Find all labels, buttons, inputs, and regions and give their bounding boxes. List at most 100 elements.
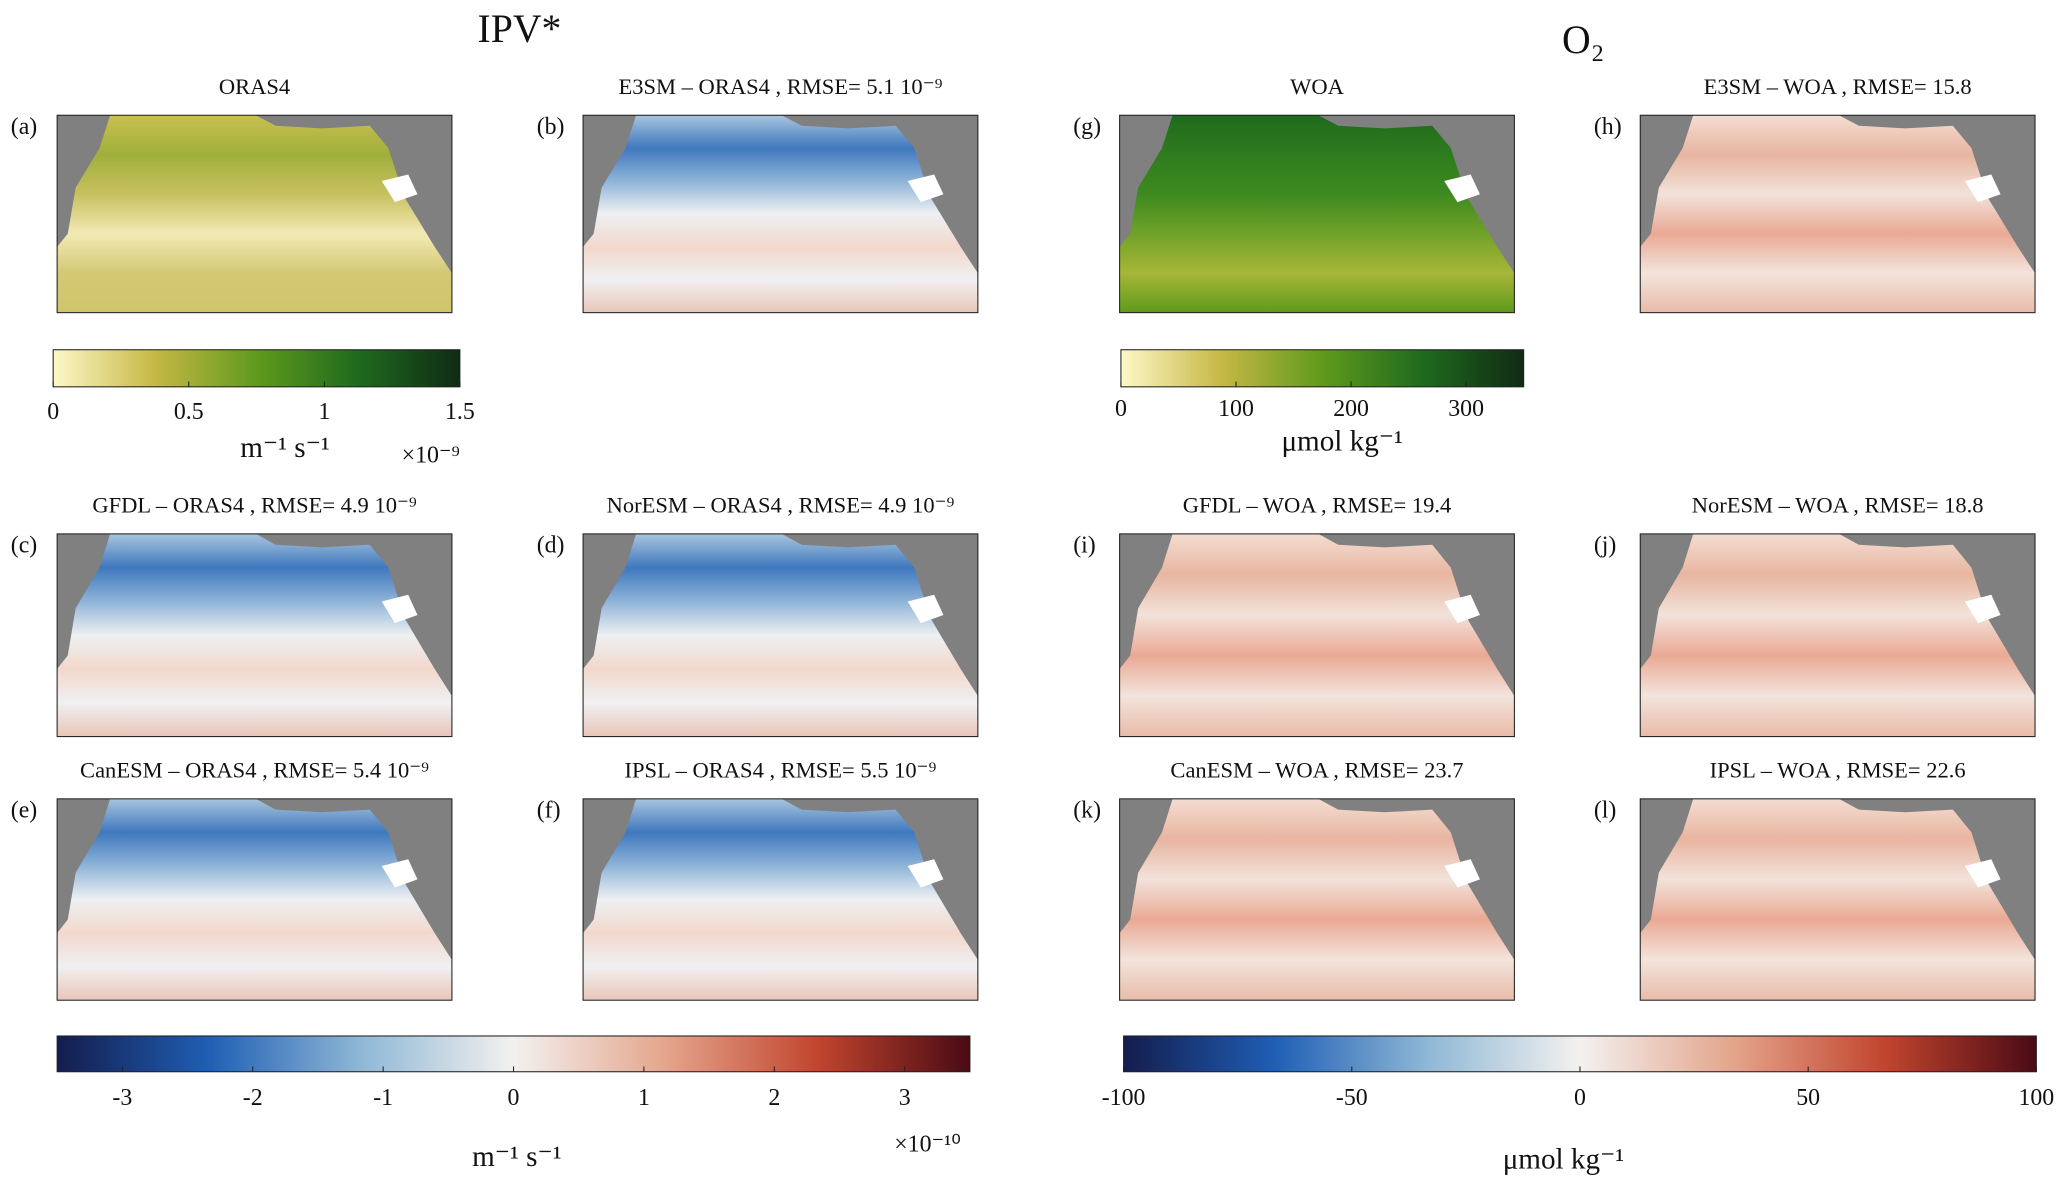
colorbar-label: m⁻¹ s⁻¹ [472, 1141, 561, 1173]
section-title: O₂ [1562, 18, 1605, 62]
colorbar-tick-label: 100 [2018, 1085, 2054, 1111]
map-panel [582, 533, 979, 738]
panel-title: WOA [1290, 74, 1345, 99]
map-frame [1119, 798, 1515, 1001]
land [583, 533, 637, 670]
colorbar-tick-label: 0.5 [174, 399, 204, 425]
colorbar [52, 349, 461, 388]
map-frame [582, 114, 979, 314]
map-frame [56, 114, 453, 314]
ocean-field [1119, 798, 1515, 1001]
panel-letter: (l) [1594, 798, 1617, 824]
land [907, 859, 944, 888]
map-frame [1639, 533, 2036, 738]
panel-title: NorESM – WOA , RMSE= 18.8 [1692, 493, 1984, 518]
land [1444, 594, 1480, 624]
ocean-field [583, 798, 978, 1001]
land [57, 115, 111, 247]
panel-title: CanESM – WOA , RMSE= 23.7 [1170, 758, 1463, 783]
colorbar-multiplier: ×10⁻⁹ [402, 443, 460, 469]
map-panel [1639, 533, 2036, 738]
land [781, 533, 978, 697]
land [583, 115, 637, 247]
map-panel [582, 798, 979, 1001]
colorbar-label: m⁻¹ s⁻¹ [240, 432, 329, 464]
map-frame [1639, 798, 2036, 1001]
map-panel [56, 798, 453, 1001]
map-panel [1119, 114, 1515, 314]
ocean-field [57, 115, 452, 313]
land [1964, 859, 2001, 888]
map-frame [582, 533, 979, 738]
land [1318, 533, 1515, 697]
colorbar-tick-label: 1 [318, 399, 330, 425]
map-frame [56, 533, 453, 738]
map-frame [1119, 533, 1515, 738]
map-frame [1119, 114, 1515, 314]
section-title: IPV* [478, 7, 562, 51]
ocean-field [1640, 798, 2036, 1001]
panel-title: NorESM – ORAS4 , RMSE= 4.9 10⁻⁹ [607, 493, 955, 518]
land [583, 798, 637, 934]
panel-letter: (i) [1073, 533, 1096, 559]
ocean-field [1119, 115, 1515, 313]
land [1640, 533, 1694, 670]
map-panel [1119, 533, 1515, 738]
panel-letter: (b) [537, 114, 565, 140]
colorbar [1123, 1035, 2037, 1073]
colorbar-tick-label: -1 [373, 1085, 393, 1111]
panel-letter: (c) [11, 533, 37, 559]
land [1119, 798, 1173, 934]
land [907, 174, 944, 203]
colorbar-label: μmol kg⁻¹ [1503, 1144, 1624, 1176]
land [1444, 859, 1480, 888]
land [1318, 115, 1515, 274]
land [907, 594, 944, 624]
panel-title: GFDL – ORAS4 , RMSE= 4.9 10⁻⁹ [92, 493, 416, 518]
land [1640, 798, 1694, 934]
colorbar-tick-label: -3 [112, 1085, 132, 1111]
colorbar-tick-label: 3 [899, 1085, 911, 1111]
colorbar-tick-label: -100 [1102, 1085, 1146, 1111]
land [1964, 594, 2001, 624]
panel-letter: (h) [1594, 114, 1622, 140]
panel-letter: (g) [1073, 114, 1101, 140]
land [781, 115, 978, 274]
ocean-field [583, 533, 978, 737]
land [1119, 533, 1173, 670]
colorbar-tick-label: -50 [1336, 1085, 1368, 1111]
map-panel [582, 114, 979, 314]
ocean-field [583, 115, 978, 313]
colorbar [56, 1035, 971, 1073]
panel-letter: (d) [537, 533, 565, 559]
ocean-field [1640, 533, 2036, 737]
land [255, 115, 452, 274]
land [57, 798, 111, 934]
panel-letter: (a) [11, 114, 37, 140]
land [1444, 174, 1480, 203]
map-frame [582, 798, 979, 1001]
land [1838, 798, 2036, 960]
land [1964, 174, 2001, 203]
panel-title: ORAS4 [219, 74, 290, 99]
land [255, 533, 452, 697]
land [781, 798, 978, 960]
colorbar-tick-label: 300 [1448, 396, 1484, 422]
colorbar-tick-label: 2 [768, 1085, 780, 1111]
map-panel [56, 533, 453, 738]
panel-letter: (f) [537, 798, 561, 824]
land [255, 798, 452, 960]
colorbar-tick-label: 100 [1218, 396, 1254, 422]
panel-title: E3SM – ORAS4 , RMSE= 5.1 10⁻⁹ [618, 74, 942, 99]
land [1838, 533, 2036, 697]
land [1838, 115, 2036, 274]
colorbar [1120, 349, 1525, 388]
land [1318, 798, 1515, 960]
land [57, 533, 111, 670]
map-frame [1639, 114, 2036, 314]
panel-title: IPSL – ORAS4 , RMSE= 5.5 10⁻⁹ [625, 758, 937, 783]
land [1640, 115, 1694, 247]
colorbar-tick-label: 1.5 [445, 399, 475, 425]
colorbar-tick-label: 0 [1574, 1085, 1586, 1111]
colorbar-tick-label: 200 [1333, 396, 1369, 422]
